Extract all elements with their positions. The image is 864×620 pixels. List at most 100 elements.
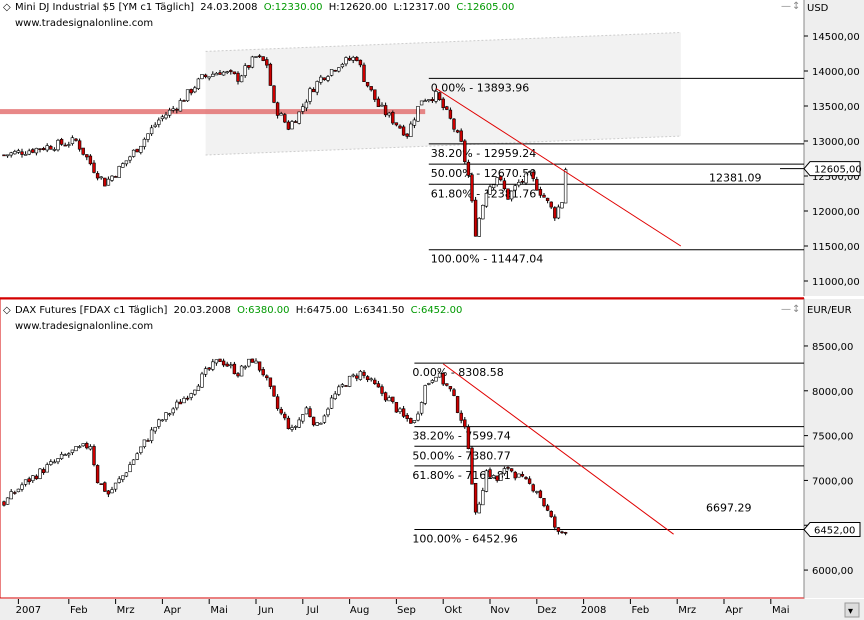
candle-body bbox=[470, 447, 474, 485]
candle-body bbox=[401, 408, 406, 417]
candle-body bbox=[376, 383, 381, 388]
candle-body bbox=[67, 144, 71, 146]
candle-body bbox=[351, 374, 355, 377]
fib-level-label: 38.20% - 12959.24 bbox=[431, 147, 536, 160]
candle-body bbox=[563, 169, 568, 204]
candle-body bbox=[207, 367, 211, 370]
candle-body bbox=[185, 397, 190, 400]
candle-body bbox=[275, 102, 280, 116]
candle-body bbox=[5, 497, 10, 505]
candle-body bbox=[236, 72, 240, 82]
candle-body bbox=[164, 412, 168, 420]
candle-body bbox=[380, 386, 384, 394]
candle-body bbox=[171, 408, 175, 414]
djia-minimize-icon[interactable]: — bbox=[781, 1, 791, 12]
dax-header: ◇ DAX Futures [FDAX c1 Täglich] 20.03.20… bbox=[3, 304, 852, 332]
candle-body bbox=[70, 449, 75, 453]
candle-body bbox=[218, 72, 222, 75]
candle-body bbox=[167, 109, 172, 116]
candle-body bbox=[279, 113, 283, 116]
candle-body bbox=[549, 510, 553, 517]
scroll-corner[interactable]: ▾ bbox=[844, 602, 860, 618]
candle-body bbox=[131, 459, 136, 465]
candle-body bbox=[214, 72, 219, 76]
candle-body bbox=[329, 397, 334, 409]
trendline-value-label: 6697.29 bbox=[706, 502, 752, 515]
candle-body bbox=[437, 92, 442, 101]
y-tick-label: 12500,00 bbox=[812, 172, 860, 183]
candle-body bbox=[549, 201, 553, 208]
candle-body bbox=[297, 419, 301, 428]
candle-body bbox=[171, 108, 175, 111]
candle-body bbox=[495, 475, 499, 481]
candle-body bbox=[463, 140, 467, 162]
candle-body bbox=[333, 393, 337, 399]
candle-body bbox=[326, 76, 330, 81]
candle-body bbox=[149, 429, 154, 441]
dax-y-ticks: 8500,008000,007500,007000,006500,006000,… bbox=[780, 342, 861, 577]
candle-body bbox=[466, 161, 471, 176]
candle-body bbox=[117, 478, 121, 483]
candle-body bbox=[319, 422, 323, 425]
candle-body bbox=[326, 408, 330, 416]
candle-body bbox=[88, 155, 93, 165]
candle-body bbox=[391, 111, 395, 124]
candle-body bbox=[257, 361, 262, 371]
dax-minimize-icon[interactable]: — bbox=[781, 304, 791, 315]
candle-body bbox=[268, 63, 273, 86]
candle-body bbox=[250, 358, 255, 363]
candle-body bbox=[509, 468, 514, 472]
candle-body bbox=[200, 373, 204, 388]
candle-body bbox=[121, 475, 125, 480]
candle-body bbox=[517, 181, 521, 186]
candle-body bbox=[329, 69, 334, 76]
candle-body bbox=[193, 87, 197, 93]
candle-body bbox=[358, 59, 363, 66]
candle-body bbox=[9, 152, 13, 156]
diamond-icon[interactable]: ◇ bbox=[3, 2, 11, 13]
djia-resize-icon[interactable]: ↕ bbox=[792, 1, 800, 12]
candle-body bbox=[304, 101, 309, 109]
candle-body bbox=[477, 503, 481, 514]
candle-body bbox=[477, 217, 481, 237]
candle-body bbox=[254, 56, 258, 58]
candle-body bbox=[77, 446, 82, 448]
candle-body bbox=[340, 64, 345, 68]
x-tick-label: Dez bbox=[537, 605, 556, 616]
djia-channel bbox=[205, 32, 681, 156]
candle-body bbox=[311, 416, 316, 426]
candle-body bbox=[110, 175, 114, 181]
candle-body bbox=[175, 108, 179, 111]
candle-body bbox=[538, 490, 543, 498]
candle-body bbox=[355, 375, 359, 379]
fib-level-label: 61.80% - 12381.76 bbox=[431, 187, 536, 200]
candle-body bbox=[13, 151, 17, 155]
dax-panel-controls: — ↕ bbox=[781, 304, 800, 315]
candle-body bbox=[113, 482, 118, 490]
dax-resize-icon[interactable]: ↕ bbox=[792, 304, 800, 315]
candle-body bbox=[56, 458, 60, 463]
candle-body bbox=[369, 86, 373, 91]
candle-body bbox=[74, 138, 78, 141]
y-tick-label: 14000,00 bbox=[812, 67, 860, 78]
candle-body bbox=[405, 133, 409, 137]
candle-body bbox=[520, 474, 525, 477]
candle-body bbox=[229, 364, 233, 367]
corner-icon[interactable]: ▾ bbox=[848, 606, 853, 617]
candle-body bbox=[182, 398, 186, 404]
x-tick-label: Jun bbox=[257, 605, 274, 616]
candle-body bbox=[157, 119, 161, 125]
candle-body bbox=[16, 150, 21, 153]
djia-y-ticks: 14500,00 14000,00 13500,00 13000,00 12500,00… bbox=[780, 32, 862, 288]
dax-trendline: 6697.29 bbox=[442, 363, 752, 535]
candle-body bbox=[506, 467, 510, 469]
candle-body bbox=[106, 490, 111, 495]
candle-body bbox=[362, 371, 366, 376]
corner-box[interactable] bbox=[844, 602, 860, 618]
diamond-icon[interactable]: ◇ bbox=[3, 305, 11, 316]
candle-body bbox=[419, 402, 424, 414]
candle-body bbox=[347, 57, 352, 61]
candle-body bbox=[409, 123, 413, 137]
candle-body bbox=[441, 98, 445, 109]
